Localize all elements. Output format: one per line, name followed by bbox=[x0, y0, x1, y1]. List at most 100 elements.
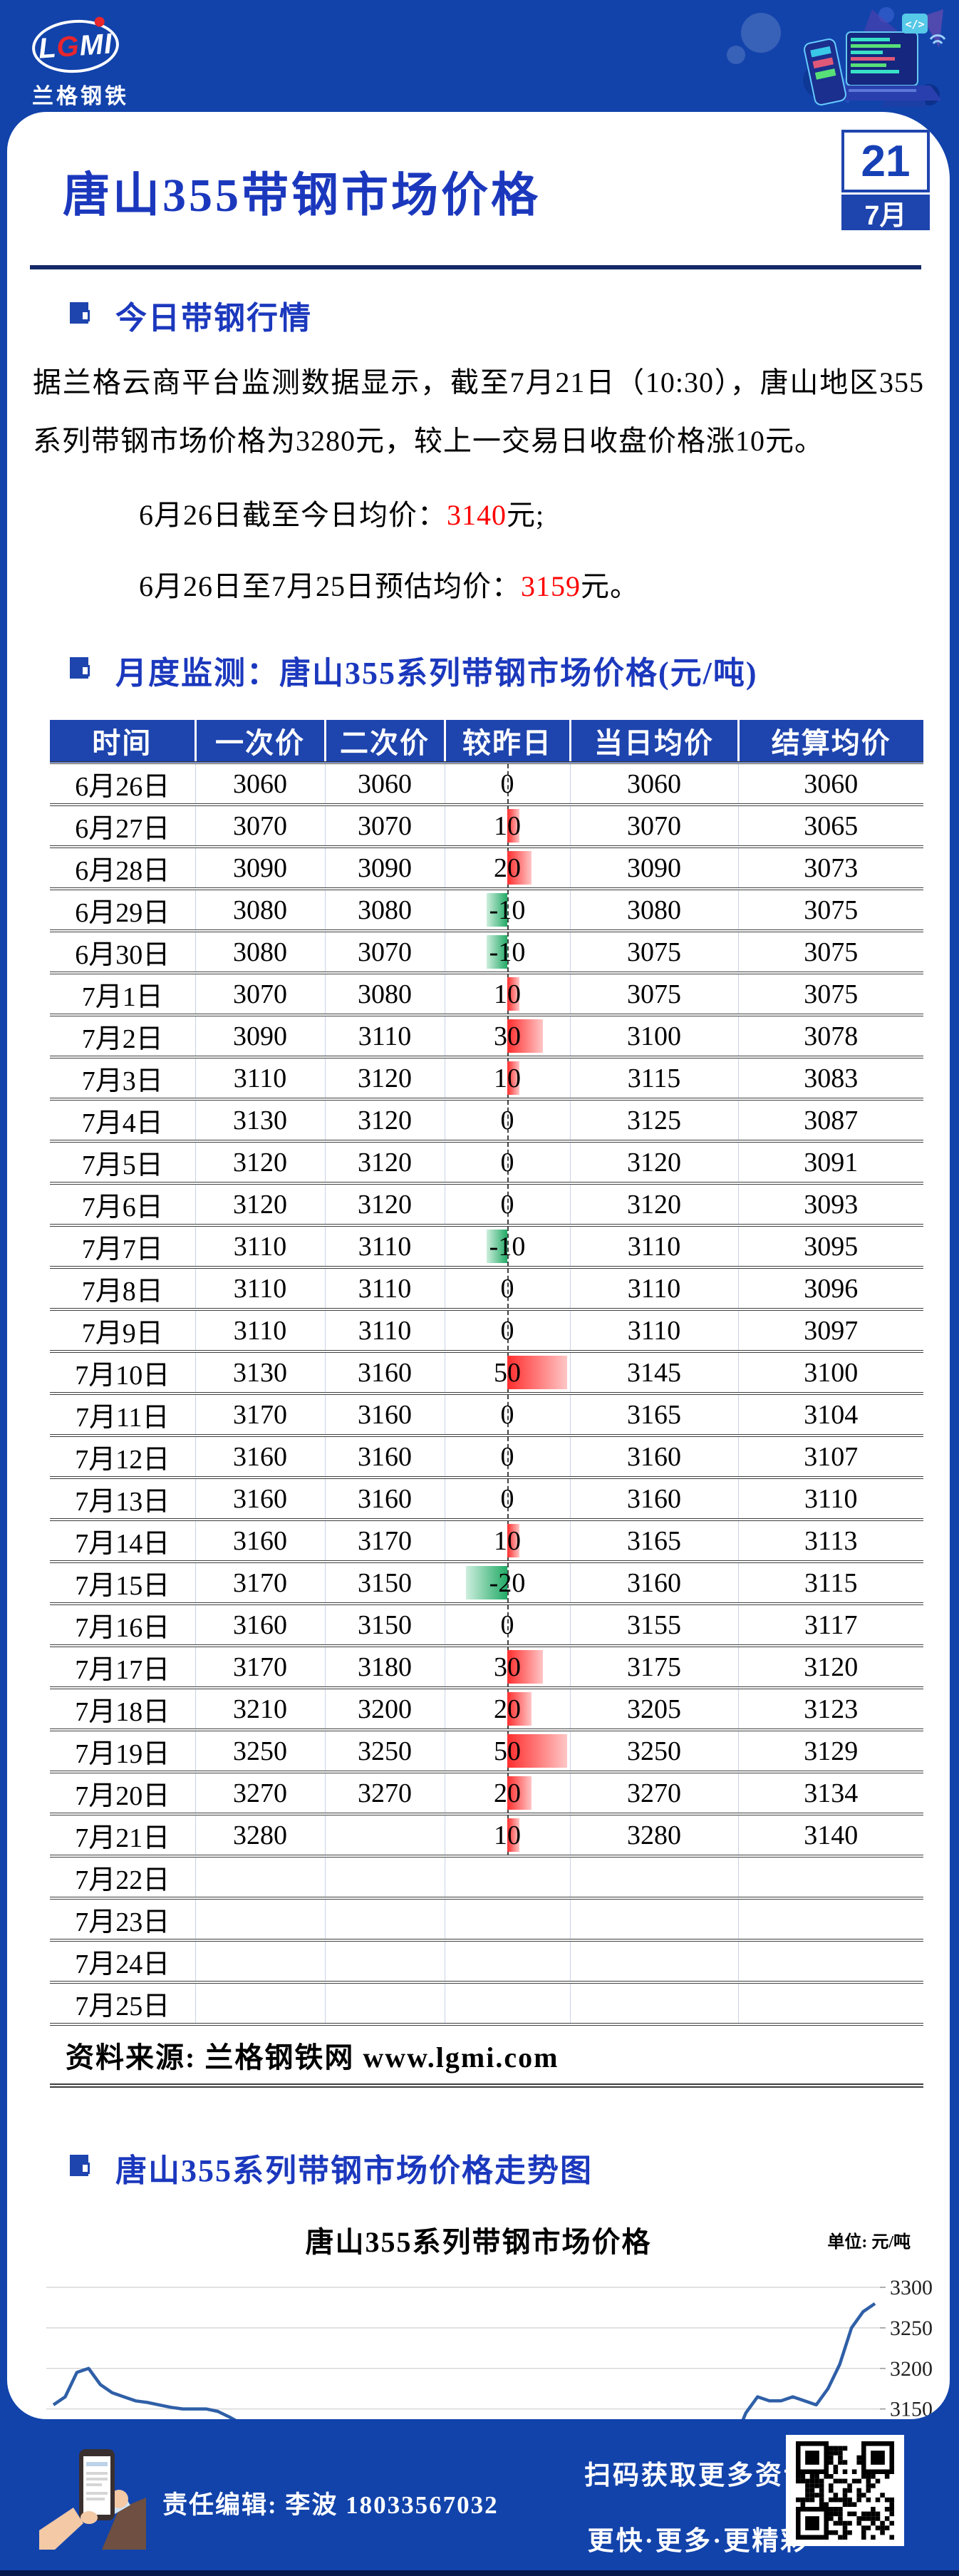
cell-settlement-average: 3104 bbox=[737, 1393, 923, 1436]
cell-change-vs-yesterday: 10 bbox=[444, 1520, 570, 1562]
column-header: 较昨日 bbox=[443, 720, 570, 763]
cell-change-vs-yesterday: 0 bbox=[444, 1183, 570, 1225]
cell-second-price: 3080 bbox=[324, 973, 445, 1015]
cell-date: 7月1日 bbox=[81, 982, 163, 1012]
cell-change-vs-yesterday: 0 bbox=[444, 1478, 570, 1520]
cell-settlement-average bbox=[737, 1982, 923, 2024]
cell-settlement-average: 3110 bbox=[737, 1478, 923, 1520]
cell-settlement-average bbox=[737, 1940, 923, 1982]
cell-date: 7月18日 bbox=[75, 1697, 170, 1727]
positive-change-bar bbox=[507, 1649, 544, 1684]
cell-first-price: 3090 bbox=[195, 847, 325, 889]
cell-date: 6月27日 bbox=[75, 814, 170, 844]
zero-axis-line bbox=[507, 764, 509, 803]
monthly-price-table: 时间 一次价 二次价 较昨日 当日均价 结算均价 6月26日 3060 3060 0 3060 30… bbox=[50, 720, 923, 2088]
cell-date: 7月6日 bbox=[81, 1192, 163, 1222]
cell-first-price: 3070 bbox=[195, 805, 325, 847]
cell-second-price: 3110 bbox=[324, 1225, 445, 1267]
lgmi-logo: LGMI 兰格钢铁 bbox=[30, 16, 129, 110]
cell-daily-average: 3160 bbox=[569, 1436, 738, 1478]
cell-daily-average bbox=[569, 1940, 738, 1982]
change-value: 10 bbox=[494, 1525, 521, 1556]
cell-change-vs-yesterday: 10 bbox=[444, 1057, 570, 1099]
cell-date: 7月20日 bbox=[75, 1781, 170, 1811]
cell-daily-average: 3125 bbox=[569, 1099, 738, 1141]
cell-change-vs-yesterday: 20 bbox=[444, 847, 570, 889]
cell-first-price: 3130 bbox=[195, 1099, 325, 1141]
cell-first-price: 3160 bbox=[195, 1478, 325, 1520]
cell-first-price bbox=[195, 1856, 325, 1898]
table-row: 7月20日 3270 3270 20 3270 3134 bbox=[50, 1772, 923, 1814]
cell-date: 7月7日 bbox=[81, 1235, 163, 1264]
negative-change-bar bbox=[466, 1565, 507, 1600]
change-value: -10 bbox=[489, 895, 526, 925]
cell-first-price: 3160 bbox=[195, 1604, 325, 1646]
cell-date: 7月5日 bbox=[81, 1150, 163, 1180]
cell-settlement-average bbox=[737, 1898, 923, 1940]
cell-daily-average: 3110 bbox=[569, 1225, 738, 1267]
cell-daily-average: 3080 bbox=[569, 889, 738, 931]
cell-change-vs-yesterday: 0 bbox=[444, 1309, 570, 1351]
cell-settlement-average: 3073 bbox=[737, 847, 923, 889]
zero-axis-line bbox=[507, 1395, 509, 1434]
section-bullet-icon bbox=[70, 656, 98, 684]
zero-axis-line bbox=[507, 1437, 509, 1476]
bokeh-circle-icon bbox=[727, 46, 745, 64]
cell-settlement-average: 3060 bbox=[737, 763, 923, 805]
cell-change-vs-yesterday: 50 bbox=[444, 1730, 570, 1772]
change-value: 30 bbox=[494, 1021, 521, 1051]
cell-date: 7月16日 bbox=[75, 1613, 170, 1643]
cell-settlement-average: 3083 bbox=[737, 1057, 923, 1099]
table-row: 7月24日 bbox=[50, 1940, 923, 1982]
change-value: 0 bbox=[500, 1441, 514, 1472]
section-bullet-icon bbox=[70, 2153, 98, 2182]
table-row: 7月5日 3120 3120 0 3120 3091 bbox=[50, 1141, 923, 1183]
zero-axis-line bbox=[507, 1101, 509, 1140]
cell-date: 6月26日 bbox=[75, 772, 170, 802]
positive-change-bar bbox=[507, 850, 532, 885]
chart-title: 唐山355系列带钢市场价格 bbox=[305, 2226, 652, 2258]
column-header: 当日均价 bbox=[569, 720, 738, 763]
cell-second-price: 3200 bbox=[324, 1688, 445, 1730]
cell-settlement-average bbox=[737, 1856, 923, 1898]
price-trend-chart: 唐山355系列带钢市场价格 单位: 元/吨 290029503000305031… bbox=[7, 2219, 950, 2419]
table-row: 7月14日 3160 3170 10 3165 3113 bbox=[50, 1520, 923, 1562]
cell-second-price: 3120 bbox=[324, 1141, 445, 1183]
table-row: 6月28日 3090 3090 20 3090 3073 bbox=[50, 847, 923, 889]
estimated-avg-price-value: 3159 bbox=[521, 570, 581, 602]
table-row: 7月16日 3160 3150 0 3155 3117 bbox=[50, 1604, 923, 1646]
cell-second-price: 3060 bbox=[324, 763, 445, 805]
cell-daily-average: 3060 bbox=[569, 763, 738, 805]
cell-settlement-average: 3087 bbox=[737, 1099, 923, 1141]
phone-in-hands-illustration bbox=[39, 2439, 146, 2550]
cell-date: 7月3日 bbox=[81, 1066, 163, 1096]
cell-settlement-average: 3117 bbox=[737, 1604, 923, 1646]
table-row: 7月1日 3070 3080 10 3075 3075 bbox=[50, 973, 923, 1015]
zero-axis-line bbox=[507, 1227, 509, 1266]
title-divider bbox=[30, 265, 921, 269]
data-source-note: 资料来源: 兰格钢铁网 www.lgmi.com bbox=[66, 2041, 559, 2073]
logo-subtext: 兰格钢铁 bbox=[32, 85, 129, 108]
cell-change-vs-yesterday: 0 bbox=[444, 1267, 570, 1309]
cell-change-vs-yesterday bbox=[444, 1940, 570, 1982]
table-row: 7月13日 3160 3160 0 3160 3110 bbox=[50, 1478, 923, 1520]
cell-change-vs-yesterday: 0 bbox=[444, 1604, 570, 1646]
date-day: 21 bbox=[841, 130, 930, 192]
cell-settlement-average: 3093 bbox=[737, 1183, 923, 1225]
cell-change-vs-yesterday: 30 bbox=[444, 1646, 570, 1688]
cell-daily-average: 3250 bbox=[569, 1730, 738, 1772]
positive-change-bar bbox=[507, 1061, 519, 1096]
change-value: 0 bbox=[500, 1315, 514, 1346]
cell-date: 7月10日 bbox=[75, 1361, 170, 1391]
date-badge: 21 7月 bbox=[841, 130, 930, 231]
table-row: 7月12日 3160 3160 0 3160 3107 bbox=[50, 1436, 923, 1478]
avg-price-to-date-line: 6月26日截至今日均价：3140元; bbox=[139, 499, 545, 531]
change-value: 30 bbox=[494, 1652, 521, 1682]
cell-daily-average: 3120 bbox=[569, 1183, 738, 1225]
trend-section-heading: 唐山355系列带钢市场价格走势图 bbox=[70, 2145, 950, 2190]
positive-change-bar bbox=[507, 977, 519, 1011]
cell-daily-average bbox=[569, 1856, 738, 1898]
cell-date: 7月4日 bbox=[81, 1108, 163, 1138]
positive-change-bar bbox=[507, 1019, 544, 1053]
change-value: 0 bbox=[500, 1609, 514, 1640]
